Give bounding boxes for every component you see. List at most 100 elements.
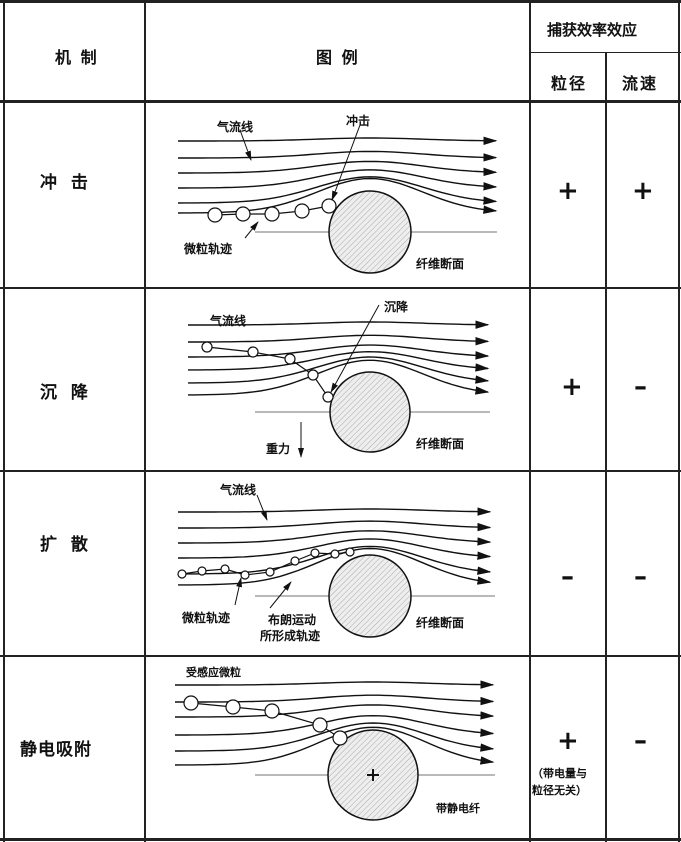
charged-fiber-label: 带静电纤	[436, 802, 480, 815]
fiber-cross-section	[329, 371, 411, 453]
streamline	[175, 722, 495, 752]
flow-speed-effect: –	[634, 372, 647, 402]
particle	[207, 207, 223, 223]
header-illustration: 图 例	[316, 48, 360, 67]
streamline	[177, 176, 498, 205]
airflow-label: 气流线	[217, 120, 254, 134]
particle	[264, 703, 280, 719]
particle	[312, 717, 328, 733]
trajectory-label: 微粒轨迹	[184, 242, 233, 256]
streamline	[178, 530, 492, 546]
streamline	[178, 150, 498, 162]
particle	[284, 353, 296, 365]
border-top	[0, 0, 681, 3]
particle	[264, 206, 280, 222]
streamline	[178, 507, 492, 516]
streamline	[177, 177, 498, 214]
flow-speed-effect: –	[634, 726, 647, 756]
mechanism-impaction: 冲 击	[40, 173, 92, 193]
gravity-label: 重力	[266, 442, 291, 456]
sedimentation-diagram	[188, 304, 490, 458]
streamline	[188, 359, 490, 396]
streamline	[178, 520, 492, 532]
streamline	[178, 169, 498, 191]
fiber-label: 纤维断面	[416, 437, 465, 451]
particle-size-effect: –	[561, 562, 574, 592]
flow-speed-effect: +	[632, 176, 654, 206]
header-capture-efficiency: 捕获效率效应	[547, 21, 638, 39]
streamline	[188, 320, 490, 329]
mechanism-diffusion: 扩 散	[40, 535, 92, 555]
fiber-cross-section	[328, 554, 412, 638]
electrostatic-diagram	[174, 680, 495, 821]
divider	[529, 0, 531, 842]
particle	[265, 567, 275, 577]
airflow-pointer	[239, 129, 252, 161]
brownian-label-2: 所形成轨迹	[260, 629, 321, 643]
impaction-pointer	[331, 124, 361, 201]
particle	[197, 566, 207, 576]
diffusion-diagram	[177, 494, 495, 638]
induced-particle-label: 受感应微粒	[186, 666, 241, 679]
particle-size-effect: +	[557, 726, 579, 756]
airflow-label: 气流线	[220, 483, 257, 497]
particle	[220, 564, 230, 574]
particle	[322, 391, 334, 403]
streamline	[188, 350, 490, 372]
particle	[307, 369, 319, 381]
divider	[0, 287, 681, 289]
brownian-label-1: 布朗运动	[268, 613, 317, 627]
particle	[235, 206, 251, 222]
streamline	[178, 160, 498, 177]
streamline	[175, 680, 495, 689]
divider	[605, 52, 607, 842]
streamline	[188, 356, 490, 384]
particle	[290, 556, 300, 566]
airflow-pointer	[256, 494, 268, 521]
streamline	[178, 136, 498, 146]
divider	[0, 100, 681, 103]
header-mechanism: 机 制	[55, 48, 99, 67]
flow-speed-effect: –	[634, 562, 647, 592]
fiber-cross-section	[328, 190, 412, 274]
brownian-pointer	[269, 581, 292, 609]
streamline	[175, 694, 495, 706]
particle	[310, 548, 320, 558]
trajectory-pointer	[234, 577, 242, 606]
particle-size-effect: +	[557, 176, 579, 206]
particle	[330, 549, 340, 559]
header-particle-size: 粒径	[551, 74, 588, 93]
particle-size-effect: +	[561, 372, 583, 402]
border-left	[3, 0, 5, 842]
particle	[294, 203, 310, 219]
fiber-label: 纤维断面	[416, 257, 465, 271]
particle	[345, 547, 355, 557]
note-line-1: （带电量与	[532, 767, 587, 780]
particle	[247, 346, 259, 358]
trajectory-pointer	[244, 221, 259, 239]
streamline	[175, 714, 495, 737]
header-flow-speed: 流速	[622, 74, 659, 93]
particle	[321, 198, 337, 214]
streamline	[178, 538, 492, 560]
plus-charge-icon	[367, 769, 379, 781]
mechanism-sedimentation: 沉 降	[40, 383, 92, 403]
particle	[183, 695, 199, 711]
divider	[0, 655, 681, 657]
divider	[0, 470, 681, 472]
border-right	[678, 0, 680, 842]
streamline	[188, 334, 490, 346]
mechanism-electrostatic: 静电吸附	[20, 740, 92, 760]
note-line-2: 粒径无关）	[532, 784, 587, 797]
particle	[177, 569, 187, 579]
particle	[240, 570, 250, 580]
streamline	[175, 704, 495, 720]
particle	[332, 730, 348, 746]
trajectory-label: 微粒轨迹	[182, 611, 231, 625]
particle	[201, 341, 213, 353]
impaction-label: 冲击	[346, 114, 371, 128]
streamline	[188, 344, 490, 360]
border-bottom	[0, 838, 681, 841]
impaction-diagram	[177, 124, 498, 274]
